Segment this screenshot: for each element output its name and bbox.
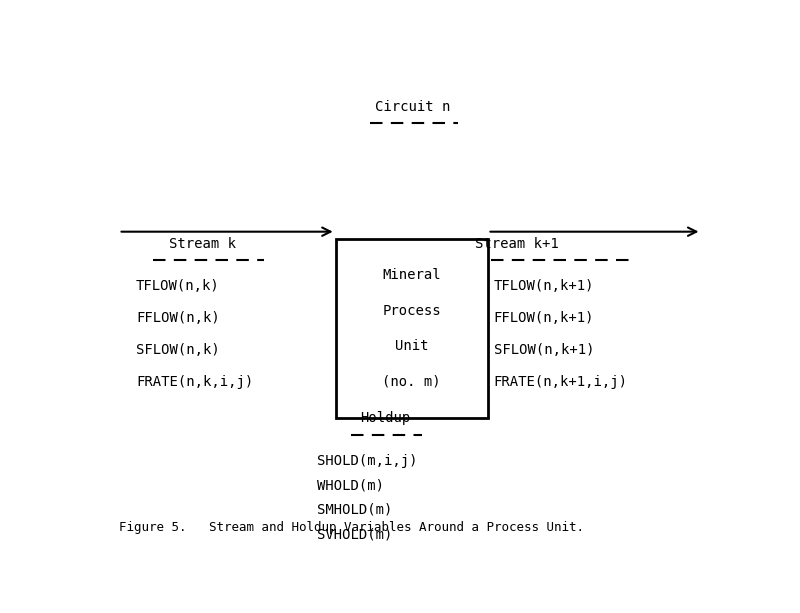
Text: Process: Process <box>382 304 441 318</box>
Text: TFLOW(n,k+1): TFLOW(n,k+1) <box>494 279 594 293</box>
Text: Stream k+1: Stream k+1 <box>474 237 558 251</box>
Text: TFLOW(n,k): TFLOW(n,k) <box>136 279 220 293</box>
Text: SMHOLD(m): SMHOLD(m) <box>317 503 392 517</box>
Text: FFLOW(n,k): FFLOW(n,k) <box>136 311 220 325</box>
Text: SFLOW(n,k+1): SFLOW(n,k+1) <box>494 343 594 357</box>
Text: FFLOW(n,k+1): FFLOW(n,k+1) <box>494 311 594 325</box>
Text: SFLOW(n,k): SFLOW(n,k) <box>136 343 220 357</box>
Text: Unit: Unit <box>394 339 428 353</box>
Bar <box>336 238 487 418</box>
Text: Figure 5.   Stream and Holdup Variables Around a Process Unit.: Figure 5. Stream and Holdup Variables Ar… <box>118 521 584 534</box>
Text: FRATE(n,k,i,j): FRATE(n,k,i,j) <box>136 375 254 389</box>
Text: SVHOLD(m): SVHOLD(m) <box>317 527 392 541</box>
Text: Holdup: Holdup <box>360 411 410 425</box>
Text: WHOLD(m): WHOLD(m) <box>317 478 384 492</box>
Text: Stream k: Stream k <box>169 237 236 251</box>
Text: SHOLD(m,i,j): SHOLD(m,i,j) <box>317 454 418 468</box>
Text: Circuit n: Circuit n <box>375 100 450 113</box>
Text: Mineral: Mineral <box>382 268 441 283</box>
Text: (no. m): (no. m) <box>382 375 441 389</box>
Text: FRATE(n,k+1,i,j): FRATE(n,k+1,i,j) <box>494 375 628 389</box>
